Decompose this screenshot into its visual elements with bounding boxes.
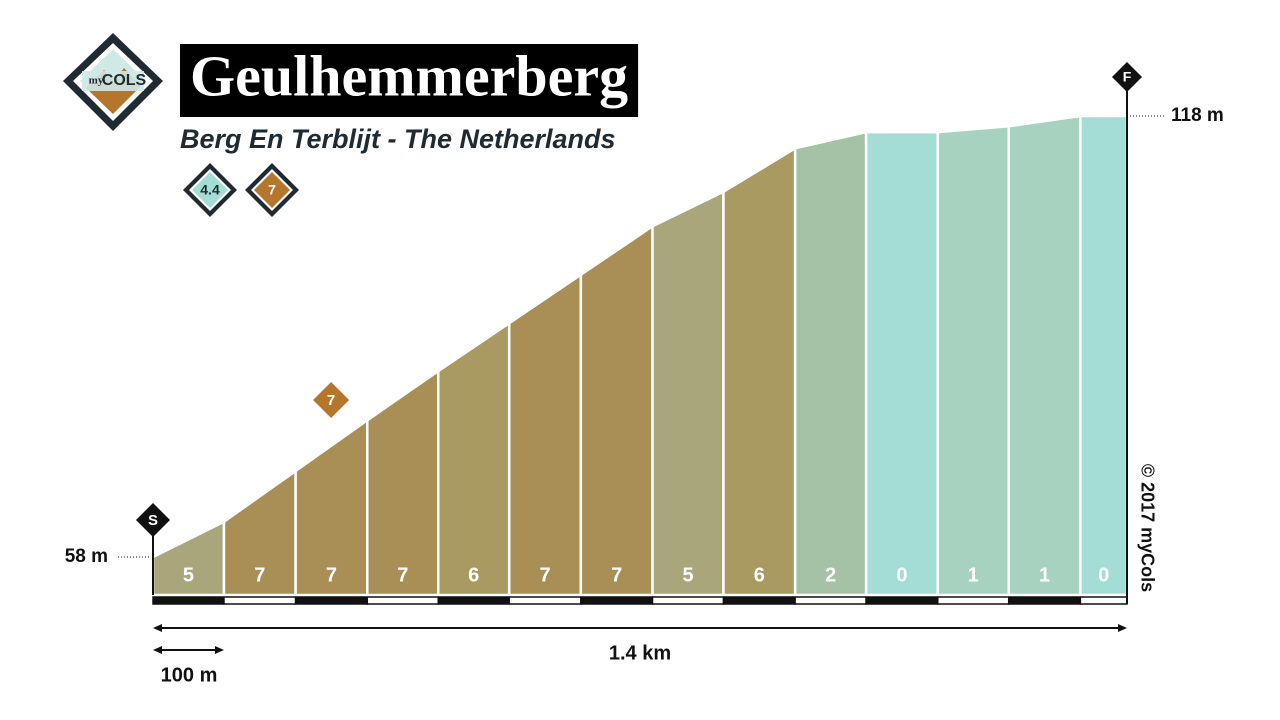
logo-prefix: my	[89, 75, 104, 87]
segment-gradient: 7	[254, 564, 265, 586]
scale-label: 100 m	[161, 664, 218, 686]
finish-marker	[1112, 62, 1142, 92]
profile-segment	[436, 320, 511, 597]
profile-segment	[936, 124, 1010, 597]
profile-segment	[722, 146, 797, 597]
profile-segment	[507, 272, 583, 597]
scale-bar	[1007, 596, 1082, 605]
profile-segment	[366, 368, 440, 597]
segment-gradient: 5	[183, 564, 194, 586]
badge	[192, 172, 228, 208]
elevation-label: 118 m	[1171, 105, 1224, 126]
arrow-head	[153, 624, 162, 632]
scale-bar	[722, 596, 796, 605]
logo-name: COLS	[102, 72, 147, 89]
profile-segment	[1079, 114, 1129, 597]
max-marker	[313, 382, 350, 418]
scale-bar	[794, 596, 867, 605]
badge-label: 7	[268, 182, 276, 198]
segment-gradient: 6	[468, 564, 479, 586]
start-label: S	[148, 512, 158, 529]
scale-bar	[865, 596, 939, 605]
scale-bar	[294, 596, 369, 605]
scale-bar	[437, 596, 510, 605]
segment-gradient: 5	[682, 564, 693, 586]
arrow-head	[153, 646, 162, 654]
scale-bar	[508, 596, 582, 605]
distance-label: 1.4 km	[609, 642, 671, 664]
scale-bar	[580, 596, 654, 605]
segment-gradient: 1	[1039, 564, 1050, 586]
profile-segment	[1007, 114, 1082, 597]
finish-label: F	[1123, 69, 1132, 85]
arrow-head	[214, 646, 224, 654]
title-background	[180, 44, 639, 117]
logo: my COLS	[63, 33, 163, 131]
profile-segment	[864, 130, 940, 597]
segment-gradient: 7	[397, 564, 408, 586]
max-label: 7	[327, 392, 335, 409]
segment-gradient: 2	[825, 564, 836, 586]
scale-bar	[1079, 596, 1128, 605]
scale-bar	[152, 596, 225, 605]
segment-gradient: 1	[968, 564, 979, 586]
scale-bar	[366, 596, 439, 605]
segment-gradient: 7	[611, 564, 622, 586]
elevation-label: 58 m	[65, 546, 108, 567]
segment-gradient: 0	[1098, 564, 1109, 586]
start-marker	[136, 503, 170, 537]
profile-segment	[651, 189, 725, 597]
profile-segment	[579, 223, 654, 597]
scale-bar	[223, 596, 297, 605]
segment-gradient: 0	[896, 564, 907, 586]
badge-label: 4.4	[200, 182, 220, 198]
chart-title: Geulhemmerberg	[190, 43, 628, 108]
copyright: © 2017 myCols	[1137, 464, 1157, 592]
badge	[254, 172, 290, 208]
segment-gradient: 6	[754, 564, 765, 586]
subtitle: Berg En Terblijt - The Netherlands	[180, 124, 616, 154]
segment-gradient: 7	[539, 564, 550, 586]
scale-bar	[651, 596, 725, 605]
segment-gradient: 7	[326, 564, 337, 586]
scale-bar	[937, 596, 1010, 605]
arrow-head	[1118, 624, 1127, 632]
profile-segment	[793, 130, 868, 597]
